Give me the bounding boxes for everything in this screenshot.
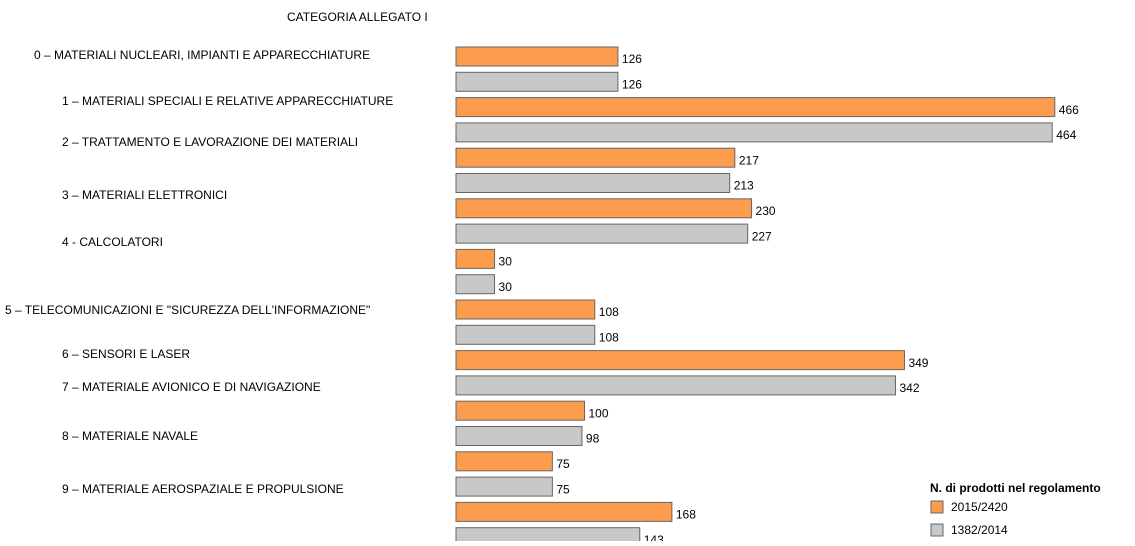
bar bbox=[455, 350, 905, 371]
bar bbox=[455, 274, 496, 295]
bar bbox=[455, 527, 641, 546]
legend-swatch bbox=[930, 500, 944, 514]
category-label: 6 – SENSORI E LASER bbox=[62, 347, 190, 361]
legend-title: N. di prodotti nel regolamento bbox=[930, 481, 1101, 495]
bar bbox=[455, 501, 673, 522]
value-label: 466 bbox=[1059, 103, 1079, 117]
bar bbox=[455, 451, 553, 472]
value-label: 75 bbox=[556, 457, 570, 471]
chart-title: CATEGORIA ALLEGATO I bbox=[287, 10, 428, 24]
category-label: 8 – MATERIALE NAVALE bbox=[62, 429, 198, 443]
bar bbox=[455, 248, 496, 269]
value-label: 464 bbox=[1056, 128, 1076, 142]
value-label: 349 bbox=[908, 356, 928, 370]
category-label: 2 – TRATTAMENTO E LAVORAZIONE DEI MATERI… bbox=[62, 135, 358, 149]
bar bbox=[455, 400, 585, 421]
value-label: 30 bbox=[499, 280, 513, 294]
value-label: 126 bbox=[622, 52, 642, 66]
bar bbox=[455, 122, 1053, 143]
value-label: 108 bbox=[599, 305, 619, 319]
bar bbox=[455, 299, 596, 320]
bar bbox=[455, 173, 731, 193]
value-label: 108 bbox=[599, 330, 619, 344]
category-label: 7 – MATERIALE AVIONICO E DI NAVIGAZIONE bbox=[62, 380, 321, 394]
category-label: 4 - CALCOLATORI bbox=[62, 235, 163, 249]
value-label: 126 bbox=[622, 77, 642, 91]
bar bbox=[455, 375, 896, 396]
value-label: 342 bbox=[899, 381, 919, 395]
bar bbox=[455, 71, 619, 92]
bar bbox=[455, 223, 749, 244]
value-label: 213 bbox=[734, 179, 754, 193]
bar bbox=[455, 46, 619, 67]
bar bbox=[455, 324, 596, 345]
value-label: 230 bbox=[756, 204, 776, 218]
legend-swatch bbox=[930, 523, 944, 537]
value-label: 100 bbox=[589, 406, 609, 420]
value-label: 143 bbox=[644, 533, 664, 541]
value-label: 98 bbox=[586, 432, 600, 446]
bar bbox=[455, 198, 753, 219]
bar bbox=[455, 426, 583, 446]
category-label: 1 – MATERIALI SPECIALI E RELATIVE APPARE… bbox=[62, 94, 393, 108]
value-label: 217 bbox=[739, 153, 759, 167]
value-label: 75 bbox=[556, 482, 570, 496]
value-label: 227 bbox=[752, 229, 772, 243]
category-label: 3 – MATERIALI ELETTRONICI bbox=[62, 188, 227, 202]
category-label: 5 – TELECOMUNICAZIONI E "SICUREZZA DELL'… bbox=[5, 303, 370, 317]
legend-label: 1382/2014 bbox=[951, 523, 1008, 537]
bar bbox=[455, 476, 553, 497]
category-label: 9 – MATERIALE AEROSPAZIALE E PROPULSIONE bbox=[62, 482, 344, 496]
category-label: 0 – MATERIALI NUCLEARI, IMPIANTI E APPAR… bbox=[34, 48, 370, 62]
bar bbox=[455, 147, 736, 168]
bar bbox=[455, 97, 1056, 118]
value-label: 168 bbox=[676, 508, 696, 522]
legend-label: 2015/2420 bbox=[951, 500, 1008, 514]
value-label: 30 bbox=[499, 255, 513, 269]
